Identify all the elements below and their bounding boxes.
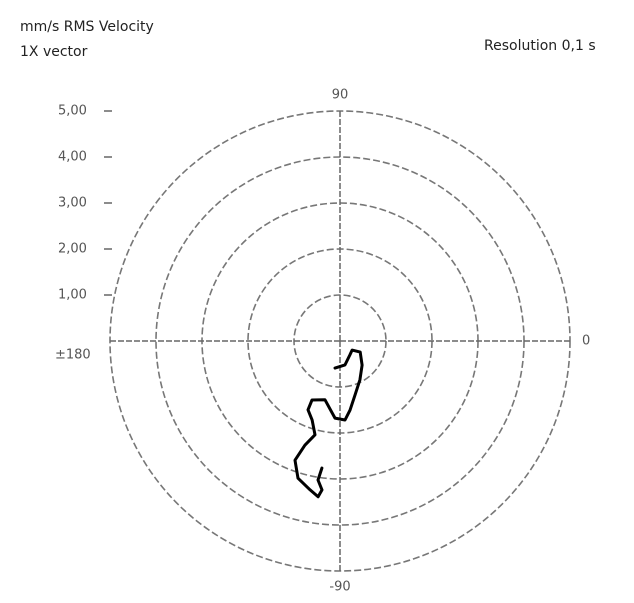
r-tick-label: 5,00 <box>58 104 87 119</box>
chart-subtitle: 1X vector <box>20 44 88 60</box>
r-tick-label: 2,00 <box>58 242 87 257</box>
chart-title: mm/s RMS Velocity <box>20 19 154 35</box>
annotation: Resolution 0,1 s <box>484 38 596 54</box>
angle-tick-label: 90 <box>332 87 349 102</box>
vector-trace <box>293 348 364 499</box>
r-tick-label: 3,00 <box>58 196 87 211</box>
angle-tick-label: -90 <box>329 580 350 595</box>
angle-tick-label: 0 <box>582 334 590 349</box>
angle-tick-label: ±180 <box>55 348 91 363</box>
r-tick-label: 4,00 <box>58 150 87 165</box>
r-tick-label: 1,00 <box>58 288 87 303</box>
